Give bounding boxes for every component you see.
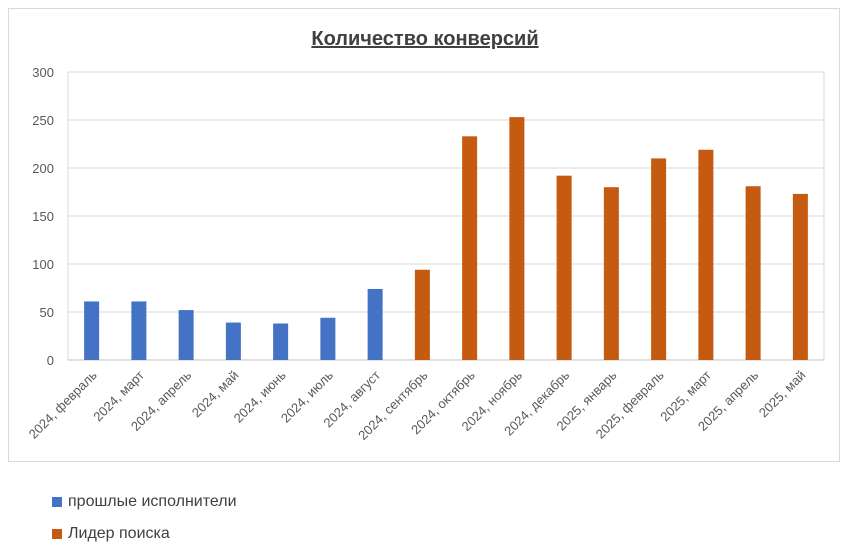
bar-search-leader (556, 175, 572, 360)
x-tick-label: 2024, февраль (26, 367, 100, 441)
y-tick-label: 250 (32, 113, 54, 128)
legend-label: прошлые исполнители (68, 493, 237, 510)
bar-past-performers (225, 322, 241, 360)
y-tick-label: 0 (47, 353, 54, 368)
bar-search-leader (792, 193, 808, 360)
bar-past-performers (273, 323, 289, 360)
conversions-chart: Количество конверсий 050100150200250300 … (26, 28, 825, 443)
chart-title: Количество конверсий (311, 28, 538, 50)
y-axis-ticks: 0 50 100 150 200 250 300 (32, 65, 54, 368)
legend-item-series-1: Лидер поиска (52, 518, 237, 550)
bar-search-leader (509, 117, 525, 361)
bar-past-performers (178, 310, 194, 360)
bar-past-performers (367, 288, 383, 360)
bar-past-performers (320, 317, 336, 360)
gridlines (67, 71, 825, 361)
y-tick-label: 100 (32, 257, 54, 272)
legend-label: Лидер поиска (68, 525, 170, 542)
legend: прошлые исполнители Лидер поиска (52, 486, 237, 550)
y-tick-label: 200 (32, 161, 54, 176)
bars (84, 117, 808, 361)
bar-search-leader (462, 136, 478, 360)
bar-search-leader (745, 186, 761, 360)
y-tick-label: 150 (32, 209, 54, 224)
bar-past-performers (131, 301, 147, 360)
legend-swatch-orange (52, 529, 62, 539)
bar-past-performers (84, 301, 100, 360)
chart-frame: Количество конверсий 0 50 100 150 200 250 300 … (8, 8, 840, 462)
y-tick-label: 50 (40, 305, 54, 320)
bar-search-leader (414, 269, 430, 360)
bar-search-leader (603, 187, 619, 360)
legend-item-series-0: прошлые исполнители (52, 486, 237, 518)
bar-search-leader (651, 158, 667, 360)
legend-swatch-blue (52, 497, 62, 507)
y-tick-label: 300 (32, 65, 54, 80)
x-tick-label: 2025, май (756, 368, 809, 421)
bar-search-leader (698, 149, 714, 360)
